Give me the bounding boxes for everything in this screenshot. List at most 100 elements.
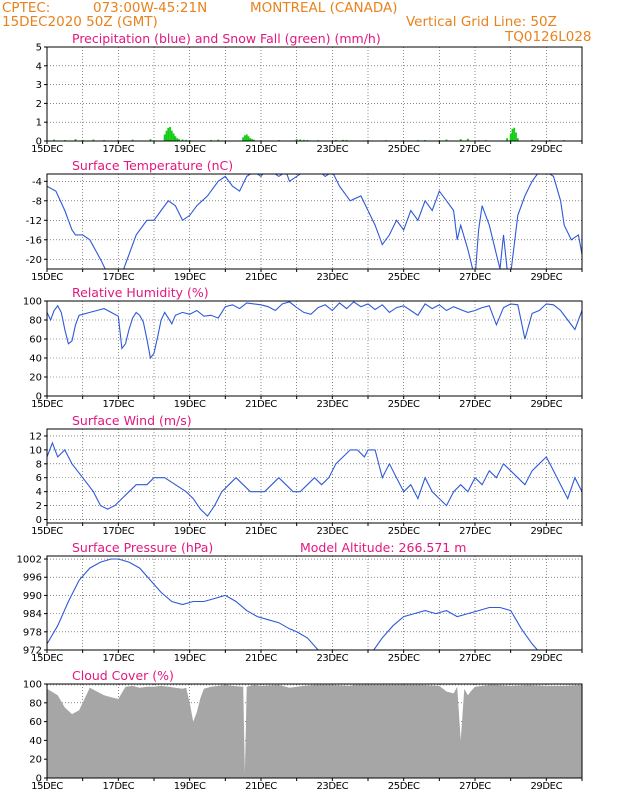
temp-title: Surface Temperature (nC) [72, 158, 233, 173]
x-tick-label: 17DEC [102, 526, 134, 537]
y-tick-label: 40 [29, 354, 42, 365]
x-tick-label: 17DEC [102, 781, 134, 792]
x-tick-label: 23DEC [316, 653, 348, 664]
header-location: MONTREAL (CANADA) [250, 0, 398, 16]
green-bar [459, 139, 462, 141]
green-bar [249, 138, 252, 141]
x-tick-label: 25DEC [388, 399, 420, 410]
x-tick-label: 19DEC [174, 144, 206, 155]
y-tick-label: 3 [36, 80, 42, 91]
header-coords: 073:00W-45:21N [93, 0, 208, 16]
green-bar [247, 136, 250, 141]
x-tick-label: 25DEC [388, 781, 420, 792]
x-tick-label: 21DEC [245, 781, 277, 792]
header-grid-note: Vertical Grid Line: 50Z [406, 14, 557, 30]
green-bar [515, 132, 517, 141]
y-tick-label: -20 [26, 255, 42, 266]
rh-series-line [47, 301, 582, 360]
x-tick-label: 15DEC [31, 781, 63, 792]
y-tick-label: 80 [29, 698, 42, 709]
rh-frame [46, 300, 583, 397]
y-tick-label: 2 [36, 501, 42, 512]
y-tick-label: 0 [36, 137, 42, 148]
green-bar [181, 139, 184, 141]
x-tick-label: 15DEC [31, 144, 63, 155]
rh-data [47, 301, 582, 360]
green-bar [516, 138, 519, 141]
y-tick-label: 8 [36, 459, 42, 470]
green-bar [178, 139, 180, 141]
green-bar [217, 139, 220, 141]
x-tick-label: 27DEC [459, 653, 491, 664]
chart-header: CPTEC: 073:00W-45:21N MONTREAL (CANADA) … [0, 0, 618, 48]
wind-data [47, 441, 582, 517]
wind-frame [46, 428, 583, 524]
x-tick-label: 17DEC [102, 399, 134, 410]
temp-frame [46, 173, 583, 270]
green-bar [242, 137, 245, 141]
precip-data [53, 126, 566, 141]
y-tick-label: 12 [29, 431, 42, 442]
temp-series-line [47, 174, 582, 269]
header-center: CPTEC: [2, 0, 51, 16]
x-tick-label: 25DEC [388, 144, 420, 155]
x-tick-label: 25DEC [388, 272, 420, 283]
green-bar [149, 139, 152, 141]
green-bar [170, 130, 173, 141]
green-bar [295, 139, 298, 141]
green-bar [172, 133, 175, 141]
y-tick-label: 984 [23, 609, 42, 620]
cloud-panel: 0 20 40 60 80 100 15DEC 17DEC 19DEC 21DEC 23DEC 25D… [23, 668, 583, 792]
y-tick-label: 5 [36, 43, 42, 54]
green-bar [131, 139, 134, 141]
y-tick-label: -4 [32, 177, 42, 188]
pres-note: Model Altitude: 266.571 m [300, 540, 466, 555]
cloud-data [47, 684, 582, 778]
x-tick-label: 19DEC [174, 526, 206, 537]
green-bar [252, 139, 255, 141]
pres-series-line [47, 558, 539, 650]
green-bar [163, 134, 166, 141]
x-tick-label: 15DEC [31, 272, 63, 283]
green-bar [185, 139, 187, 141]
x-tick-label: 15DEC [31, 526, 63, 537]
x-tick-label: 27DEC [459, 144, 491, 155]
x-tick-label: 21DEC [245, 526, 277, 537]
x-tick-label: 29DEC [530, 653, 562, 664]
pres-frame [46, 555, 583, 651]
y-tick-label: 0 [36, 774, 42, 785]
y-tick-label: 20 [29, 373, 42, 384]
header-run: 15DEC2020 50Z (GMT) [2, 14, 158, 30]
y-tick-label: 100 [23, 680, 42, 691]
y-tick-label: 4 [36, 487, 42, 498]
x-tick-label: 27DEC [459, 781, 491, 792]
precip-title: Precipitation (blue) and Snow Fall (gree… [72, 31, 381, 46]
x-tick-label: 19DEC [174, 272, 206, 283]
green-bar [513, 127, 516, 141]
green-bar [174, 136, 177, 141]
pres-panel: 972 978 984 990 996 1002 15DEC 17DEC 19DEC 21DEC 2… [17, 540, 583, 664]
green-bar [302, 139, 305, 141]
green-bar [299, 139, 302, 141]
y-tick-label: 996 [23, 573, 42, 584]
green-bar [342, 139, 344, 141]
precip-panel: 0 1 2 3 4 5 15DEC 17DEC 19DEC 21DEC 23DEC 25DEC 27DE… [31, 31, 583, 155]
y-tick-label: 4 [36, 61, 42, 72]
x-tick-label: 19DEC [174, 781, 206, 792]
x-tick-label: 23DEC [316, 781, 348, 792]
y-tick-label: 20 [29, 755, 42, 766]
y-tick-label: 40 [29, 736, 42, 747]
header-code: TQ0126L028 [505, 29, 592, 45]
y-tick-label: 2 [36, 99, 42, 110]
green-bar [92, 139, 95, 141]
y-tick-label: -16 [26, 235, 42, 246]
green-bar [511, 128, 514, 141]
x-tick-label: 19DEC [174, 653, 206, 664]
green-bar [81, 139, 84, 141]
x-tick-label: 21DEC [245, 653, 277, 664]
x-tick-label: 27DEC [459, 526, 491, 537]
x-tick-label: 15DEC [31, 399, 63, 410]
green-bar [244, 135, 246, 141]
x-tick-label: 23DEC [316, 526, 348, 537]
